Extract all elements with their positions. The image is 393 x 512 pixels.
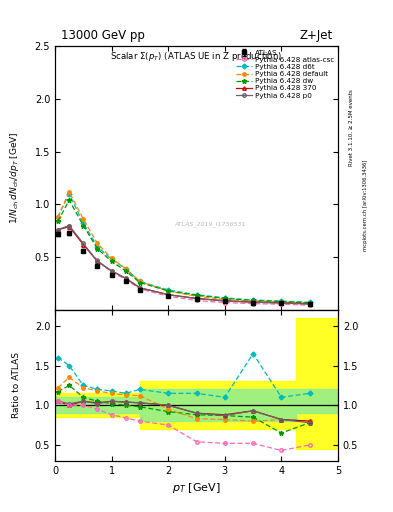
- Pythia 6.428 370: [279, 300, 284, 306]
- Pythia 6.428 default: [194, 293, 199, 300]
- Text: 13000 GeV pp: 13000 GeV pp: [61, 29, 145, 42]
- Pythia 6.428 370: [67, 224, 72, 230]
- Pythia 6.428 atlas-csc: [279, 301, 284, 307]
- Pythia 6.428 default: [109, 255, 114, 261]
- Pythia 6.428 370: [138, 285, 142, 291]
- Line: Pythia 6.428 p0: Pythia 6.428 p0: [56, 224, 311, 306]
- Y-axis label: Ratio to ATLAS: Ratio to ATLAS: [12, 352, 21, 418]
- Pythia 6.428 370: [166, 292, 171, 298]
- Line: Pythia 6.428 atlas-csc: Pythia 6.428 atlas-csc: [56, 224, 311, 307]
- Pythia 6.428 p0: [166, 292, 171, 298]
- Pythia 6.428 p0: [55, 227, 60, 233]
- Pythia 6.428 370: [307, 301, 312, 307]
- Y-axis label: $1/N_\mathrm{ch}\,dN_\mathrm{ch}/dp_T\;[\mathrm{GeV}]$: $1/N_\mathrm{ch}\,dN_\mathrm{ch}/dp_T\;[…: [8, 132, 21, 224]
- Pythia 6.428 d6t: [251, 297, 255, 303]
- Pythia 6.428 d6t: [222, 295, 227, 301]
- Pythia 6.428 p0: [138, 285, 142, 291]
- Pythia 6.428 d6t: [279, 298, 284, 304]
- Pythia 6.428 d6t: [55, 214, 60, 220]
- X-axis label: $p_T$ [GeV]: $p_T$ [GeV]: [172, 481, 221, 495]
- Pythia 6.428 p0: [194, 295, 199, 302]
- Line: Pythia 6.428 default: Pythia 6.428 default: [56, 190, 311, 305]
- Pythia 6.428 dw: [166, 288, 171, 294]
- Pythia 6.428 d6t: [194, 292, 199, 298]
- Pythia 6.428 dw: [194, 292, 199, 298]
- Pythia 6.428 370: [109, 268, 114, 274]
- Pythia 6.428 default: [67, 189, 72, 195]
- Pythia 6.428 dw: [81, 223, 86, 229]
- Pythia 6.428 default: [123, 266, 128, 272]
- Pythia 6.428 p0: [67, 223, 72, 229]
- Pythia 6.428 d6t: [166, 287, 171, 293]
- Pythia 6.428 atlas-csc: [222, 300, 227, 306]
- Pythia 6.428 atlas-csc: [55, 227, 60, 233]
- Pythia 6.428 default: [307, 300, 312, 306]
- Pythia 6.428 atlas-csc: [307, 302, 312, 308]
- Pythia 6.428 dw: [123, 268, 128, 274]
- Pythia 6.428 atlas-csc: [194, 297, 199, 304]
- Text: Rivet 3.1.10, ≥ 2.5M events: Rivet 3.1.10, ≥ 2.5M events: [349, 90, 354, 166]
- Line: Pythia 6.428 370: Pythia 6.428 370: [56, 225, 311, 306]
- Line: Pythia 6.428 d6t: Pythia 6.428 d6t: [56, 192, 311, 304]
- Pythia 6.428 atlas-csc: [67, 223, 72, 229]
- Text: mcplots.cern.ch [arXiv:1306.3436]: mcplots.cern.ch [arXiv:1306.3436]: [363, 159, 368, 250]
- Pythia 6.428 default: [279, 299, 284, 305]
- Pythia 6.428 d6t: [81, 220, 86, 226]
- Pythia 6.428 d6t: [67, 191, 72, 197]
- Text: Z+Jet: Z+Jet: [299, 29, 332, 42]
- Pythia 6.428 dw: [251, 297, 255, 304]
- Pythia 6.428 p0: [279, 300, 284, 306]
- Pythia 6.428 370: [251, 299, 255, 305]
- Pythia 6.428 default: [222, 296, 227, 303]
- Pythia 6.428 default: [138, 279, 142, 285]
- Pythia 6.428 370: [81, 242, 86, 248]
- Pythia 6.428 dw: [138, 280, 142, 286]
- Pythia 6.428 d6t: [138, 279, 142, 285]
- Pythia 6.428 370: [222, 297, 227, 304]
- Pythia 6.428 atlas-csc: [123, 276, 128, 283]
- Pythia 6.428 dw: [109, 259, 114, 265]
- Pythia 6.428 default: [95, 241, 100, 247]
- Pythia 6.428 p0: [95, 259, 100, 265]
- Pythia 6.428 p0: [109, 268, 114, 274]
- Pythia 6.428 default: [55, 214, 60, 220]
- Pythia 6.428 p0: [81, 241, 86, 247]
- Pythia 6.428 atlas-csc: [95, 258, 100, 264]
- Pythia 6.428 370: [95, 259, 100, 265]
- Pythia 6.428 dw: [55, 218, 60, 224]
- Pythia 6.428 370: [194, 295, 199, 302]
- Text: Scalar $\Sigma(p_T)$ (ATLAS UE in Z production): Scalar $\Sigma(p_T)$ (ATLAS UE in Z prod…: [110, 50, 283, 63]
- Text: ATLAS_2019_I1736531: ATLAS_2019_I1736531: [174, 222, 245, 227]
- Pythia 6.428 default: [251, 298, 255, 304]
- Pythia 6.428 p0: [251, 299, 255, 305]
- Pythia 6.428 atlas-csc: [251, 301, 255, 307]
- Pythia 6.428 atlas-csc: [81, 242, 86, 248]
- Pythia 6.428 d6t: [95, 244, 100, 250]
- Pythia 6.428 default: [166, 288, 171, 294]
- Pythia 6.428 atlas-csc: [138, 286, 142, 292]
- Pythia 6.428 dw: [307, 300, 312, 306]
- Line: Pythia 6.428 dw: Pythia 6.428 dw: [55, 198, 312, 305]
- Pythia 6.428 370: [123, 275, 128, 282]
- Pythia 6.428 370: [55, 227, 60, 233]
- Pythia 6.428 d6t: [307, 299, 312, 305]
- Pythia 6.428 p0: [123, 275, 128, 282]
- Pythia 6.428 d6t: [109, 256, 114, 262]
- Pythia 6.428 d6t: [123, 266, 128, 272]
- Pythia 6.428 p0: [222, 298, 227, 304]
- Pythia 6.428 atlas-csc: [166, 293, 171, 300]
- Pythia 6.428 p0: [307, 301, 312, 307]
- Pythia 6.428 dw: [222, 295, 227, 302]
- Pythia 6.428 atlas-csc: [109, 269, 114, 275]
- Pythia 6.428 dw: [279, 298, 284, 305]
- Pythia 6.428 dw: [67, 197, 72, 203]
- Legend: ATLAS, Pythia 6.428 atlas-csc, Pythia 6.428 d6t, Pythia 6.428 default, Pythia 6.: ATLAS, Pythia 6.428 atlas-csc, Pythia 6.…: [235, 48, 336, 100]
- Pythia 6.428 default: [81, 216, 86, 222]
- Pythia 6.428 dw: [95, 246, 100, 252]
